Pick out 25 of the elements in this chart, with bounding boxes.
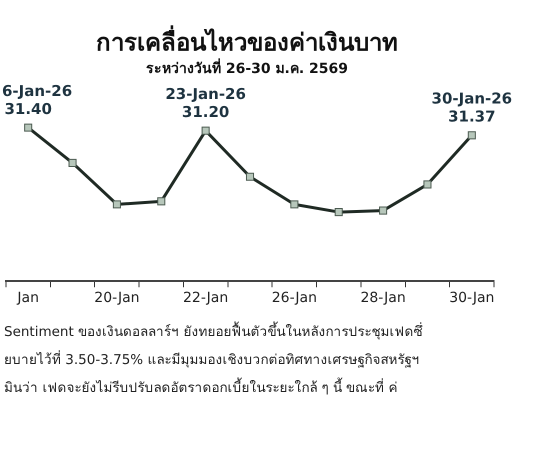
point	[68, 158, 77, 167]
point	[290, 200, 298, 208]
point	[423, 180, 432, 188]
text: มินว่า เฟดจะยังไม่รีบปรับลดอัตราดอกเบี้ยในระยะใกล้ ๆ นี้ ขณะที่ ค่	[4, 376, 398, 398]
x-tick-label: Jan	[16, 290, 39, 306]
x-tick-label: 22-Jan	[183, 290, 228, 306]
text: 30-Jan-26 31.37	[432, 90, 512, 126]
text: 23-Jan-26 31.20	[165, 85, 246, 122]
x-tick-label: 20-Jan	[94, 290, 140, 306]
text: Sentiment ของเงินดอลลาร์ฯ ยังทยอยฟื้นตัวขึ้นในหลังการประชุมเฟดซึ่	[4, 320, 424, 342]
x-tick-label: 28-Jan	[360, 290, 406, 306]
chart-subtitle: ระหว่างวันที่ 26-30 ม.ค. 2569	[146, 58, 348, 77]
point	[379, 206, 388, 215]
point	[157, 197, 166, 206]
point	[468, 131, 476, 140]
point	[24, 124, 32, 132]
point	[112, 200, 121, 208]
point	[202, 126, 210, 135]
text: ยบายไว้ที่ 3.50-3.75% และมีมุมมองเชิงบวกต่อทิศทางเศรษฐกิจสหรัฐฯ	[4, 349, 420, 370]
point	[246, 172, 254, 181]
text: 6-Jan-26 31.40	[2, 82, 72, 118]
chart-title: การเคลื่อนไหวของค่าเงินบาท	[96, 24, 398, 57]
x-tick-label: 30-Jan	[449, 290, 494, 306]
point	[334, 208, 343, 216]
x-tick-label: 26-Jan	[272, 290, 317, 306]
